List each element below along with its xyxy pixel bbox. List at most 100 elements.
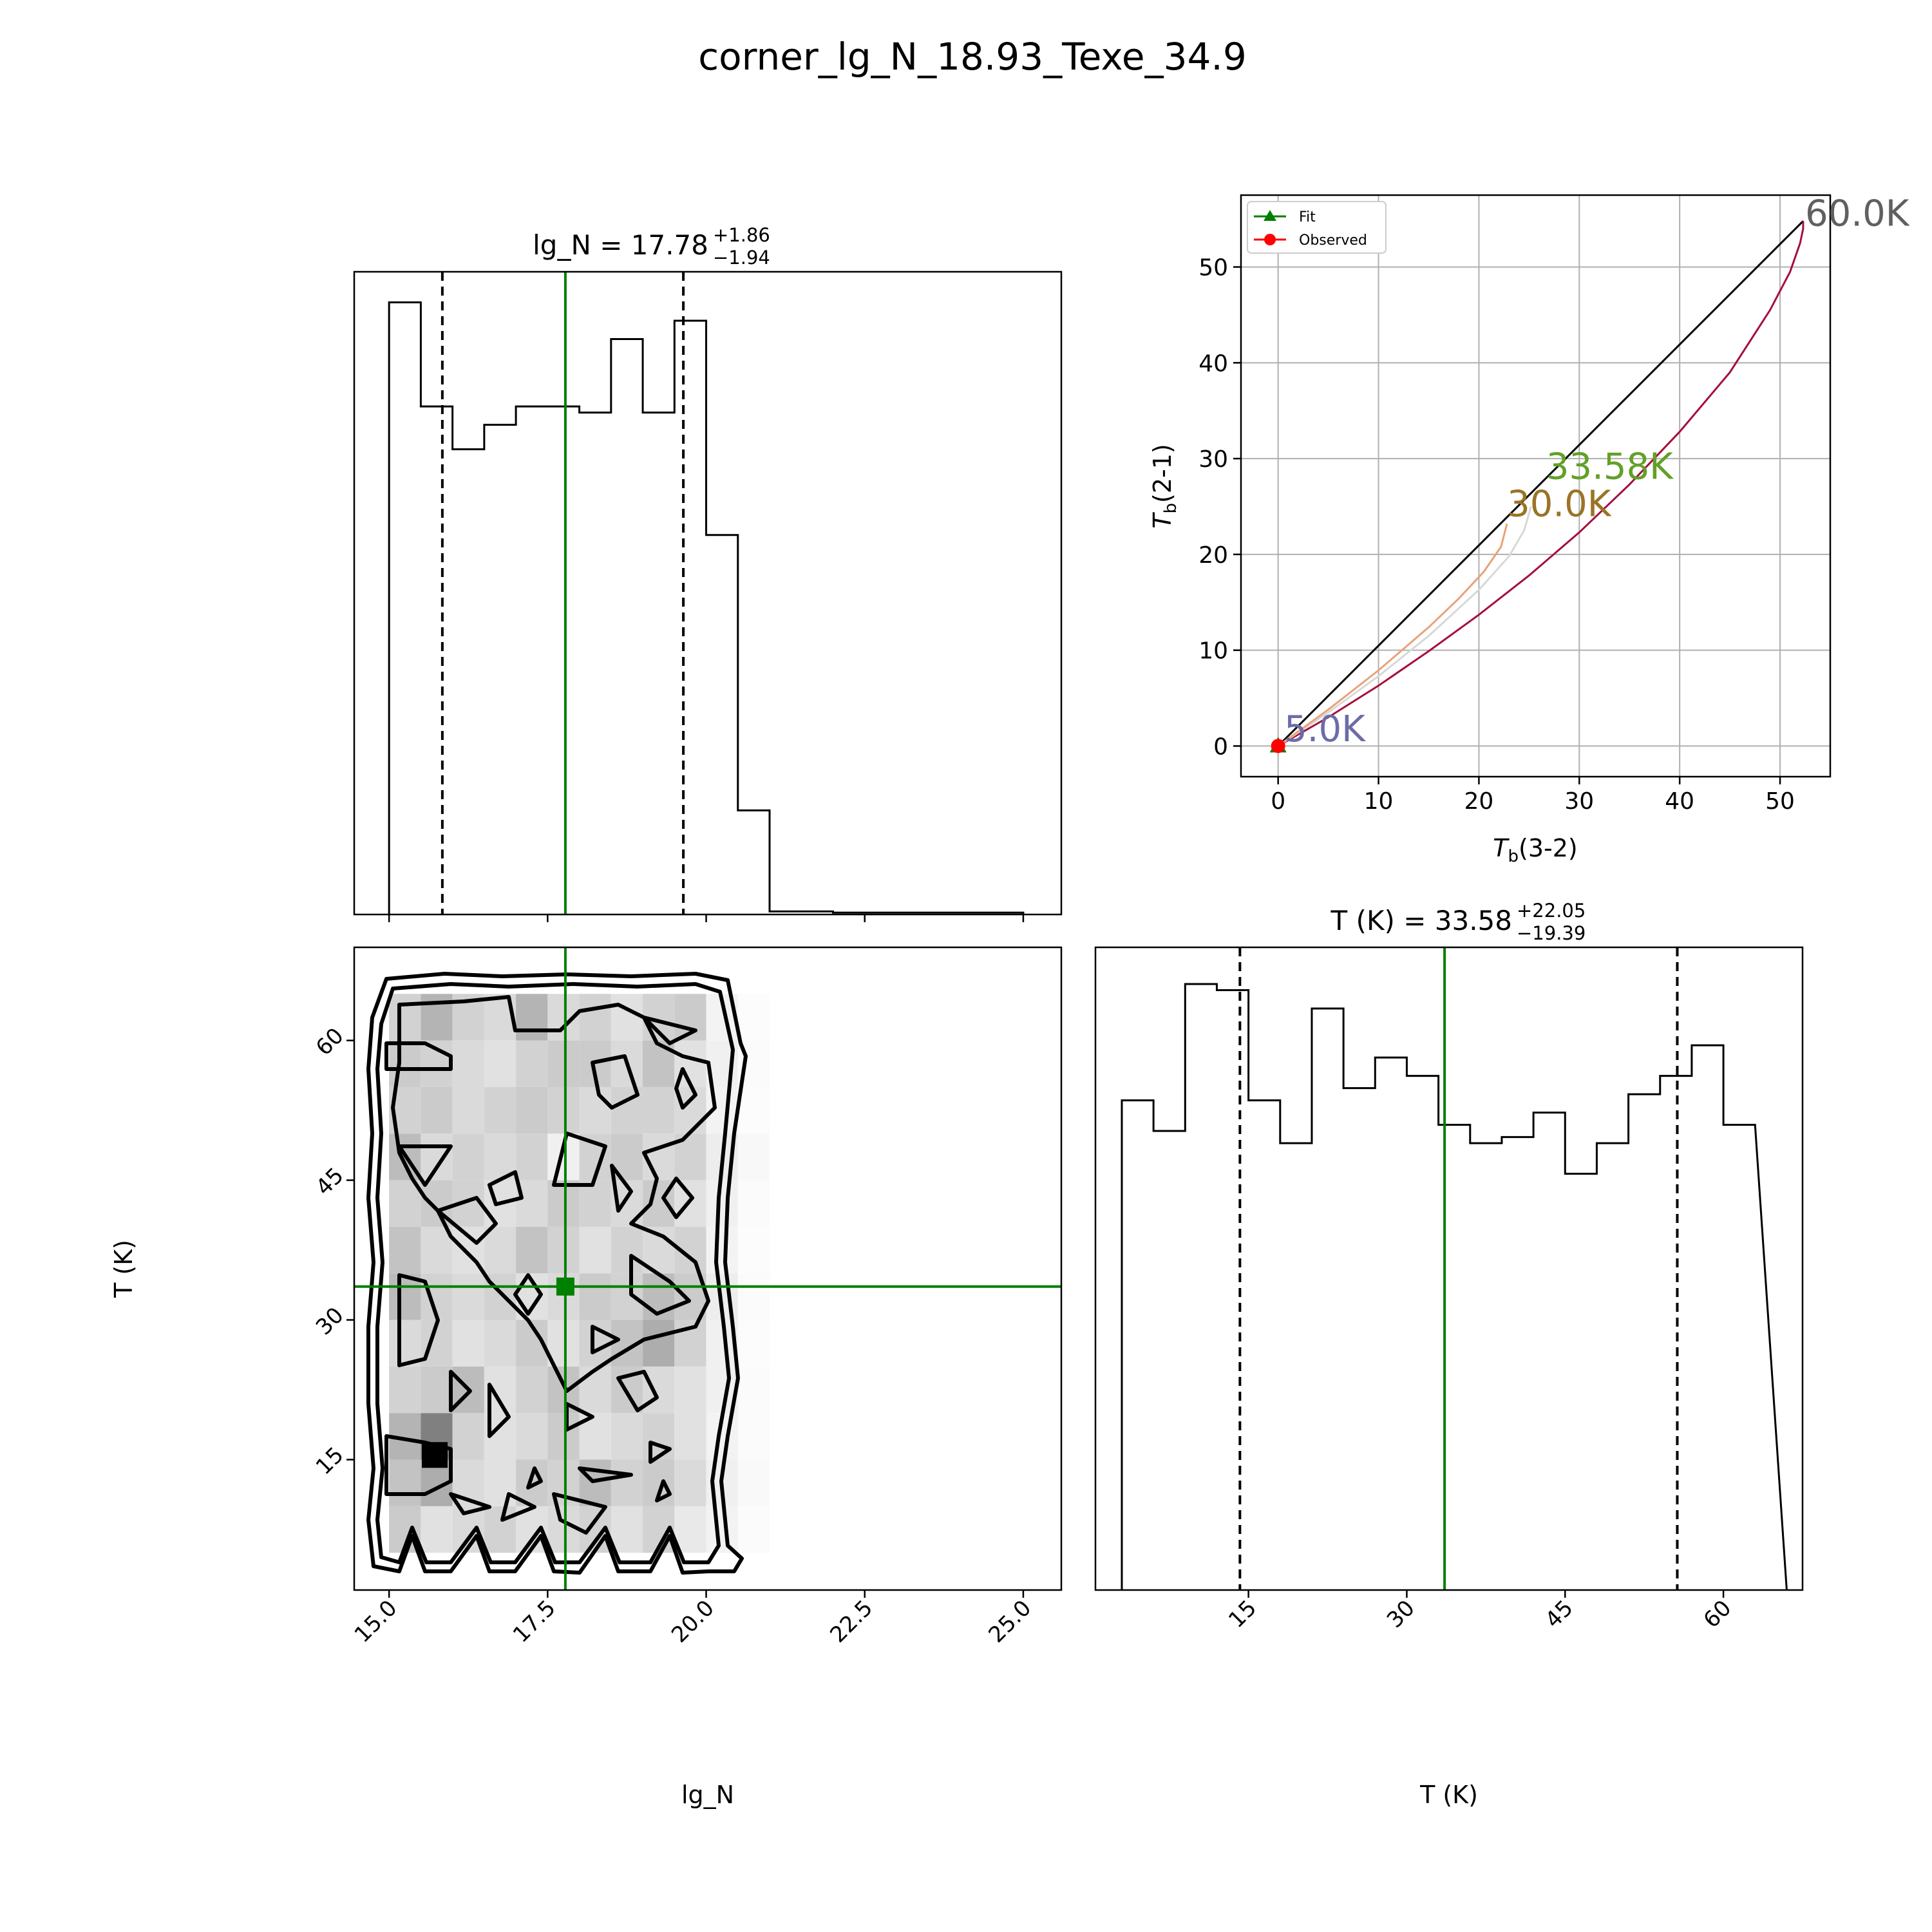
brightness-temperature-frame — [1240, 194, 1832, 778]
density-cell — [484, 1459, 516, 1506]
contour-inner-20 — [565, 1402, 594, 1432]
contour-ytick-label-0: 15 — [311, 1442, 349, 1480]
density-cell — [516, 1040, 548, 1087]
histogram-t-xtick-label-1: 30 — [1382, 1595, 1420, 1633]
density-cell — [611, 1506, 643, 1553]
figure-title: corner_lg_N_18.93_Texe_34.9 — [698, 35, 1246, 79]
density-cell — [389, 1366, 421, 1414]
contour-frame — [353, 946, 1063, 1591]
contour-inner-4 — [384, 1041, 453, 1071]
contour-inner-9 — [610, 1164, 633, 1213]
contour-xtick-label-2: 20.0 — [667, 1595, 719, 1648]
density-cell — [421, 1226, 453, 1274]
tb-xtick-label-0: 0 — [1271, 788, 1285, 815]
tb-ytick-label-2: 20 — [1198, 542, 1228, 569]
histogram-t-frame — [1094, 946, 1804, 1591]
density-cell — [611, 1413, 643, 1460]
density-cell — [389, 1180, 421, 1227]
density-cell — [389, 994, 421, 1041]
tb-annotation-2: 30.0K — [1507, 483, 1612, 525]
histogram-lg-n-title: lg_N = 17.78 — [533, 229, 708, 261]
density-cell — [516, 1366, 548, 1414]
tb-ytick-label-4: 40 — [1198, 350, 1228, 377]
density-cell — [706, 1226, 738, 1274]
density-cell — [484, 1040, 516, 1087]
density-cell — [737, 1180, 770, 1227]
contour-xtick-label-1: 17.5 — [508, 1595, 561, 1648]
density-cell — [737, 1273, 770, 1320]
density-cell — [547, 1180, 580, 1227]
density-cell — [706, 1506, 738, 1553]
density-cell — [579, 1226, 611, 1274]
tb-annotation-1: 33.58K — [1546, 446, 1674, 488]
contour-inner-5 — [397, 1144, 453, 1187]
density-cell — [643, 1413, 675, 1460]
density-cell — [706, 1180, 738, 1227]
contour-inner-21 — [578, 1466, 633, 1483]
density-cell — [579, 1086, 611, 1134]
density-cell — [737, 1413, 770, 1460]
density-cell — [737, 1459, 770, 1506]
contour-ytick-label-3: 60 — [311, 1023, 349, 1061]
density-cell — [484, 1320, 516, 1367]
density-cell — [484, 1086, 516, 1134]
density-cell — [452, 1133, 484, 1180]
density-cell — [643, 1320, 675, 1367]
contour-ytick-label-1: 30 — [311, 1302, 349, 1340]
tb-series-0 — [1277, 220, 1804, 747]
density-cell — [421, 1133, 453, 1180]
brightness-temperature-panel: 0 10 20 30 40 50 0 10 20 30 40 50 Tb(3-2) Tb(2-1) 6… — [1148, 193, 1910, 866]
histogram-lg-n-panel: lg_N = 17.78 +1.86 −1.94 — [353, 224, 1063, 922]
tb-ytick-label-5: 50 — [1198, 255, 1228, 281]
tb-xtick-label-4: 40 — [1665, 788, 1694, 815]
density-cell — [737, 1366, 770, 1414]
tb-legend-fit-label: Fit — [1299, 209, 1316, 225]
histogram-t-xtick-label-2: 45 — [1540, 1595, 1578, 1633]
density-cell — [547, 1366, 580, 1414]
density-cell — [421, 1366, 453, 1414]
contour-xlabel: lg_N — [681, 1781, 734, 1809]
density-cell — [547, 1413, 580, 1460]
density-cell — [737, 1133, 770, 1180]
contour-inner-8 — [552, 1132, 607, 1187]
density-cell — [579, 1180, 611, 1227]
contour-inner-16 — [513, 1273, 543, 1316]
density-cell — [389, 1459, 421, 1506]
histogram-t-title-sub: −19.39 — [1517, 922, 1586, 944]
density-cell — [643, 1040, 675, 1087]
contour-xtick-label-4: 25.0 — [983, 1595, 1036, 1648]
histogram-t-steps — [1121, 983, 1788, 1591]
contour-inner-23 — [500, 1492, 536, 1522]
tb-legend: Fit Observed — [1247, 201, 1387, 254]
density-cell — [737, 1320, 770, 1367]
density-cell — [547, 1040, 580, 1087]
density-cell — [452, 1413, 484, 1460]
density-cell — [452, 1086, 484, 1134]
density-cell — [611, 1459, 643, 1506]
truth-marker-icon — [556, 1277, 574, 1296]
tb-xtick-label-2: 20 — [1464, 788, 1494, 815]
contour-inner-15 — [591, 1325, 620, 1354]
density-cell — [452, 1040, 484, 1087]
contour-inner-24 — [526, 1466, 543, 1490]
contour-inner-10 — [661, 1177, 694, 1219]
contour-ytick-label-2: 45 — [311, 1162, 349, 1200]
density-cell — [452, 1273, 484, 1320]
density-cell — [579, 1366, 611, 1414]
density-cell — [674, 1506, 706, 1553]
density-cell — [643, 1366, 675, 1414]
contour-xtick-label-0: 15.0 — [350, 1595, 402, 1648]
tb-series-2 — [1277, 506, 1532, 747]
histogram-t-xtick-label-3: 60 — [1699, 1595, 1737, 1633]
density-cell — [516, 994, 548, 1041]
density-cell — [516, 1180, 548, 1227]
histogram-lg-n-title-sup: +1.86 — [713, 224, 770, 246]
histogram-t-title: T (K) = 33.58 — [1331, 905, 1512, 936]
contour-inner-26 — [655, 1479, 672, 1502]
contour-inner-25 — [649, 1441, 672, 1464]
tb-annotation-0: 60.0K — [1805, 193, 1910, 235]
contour-inner-6 — [436, 1196, 498, 1245]
density-cell — [452, 1320, 484, 1367]
density-cell — [484, 1506, 516, 1553]
